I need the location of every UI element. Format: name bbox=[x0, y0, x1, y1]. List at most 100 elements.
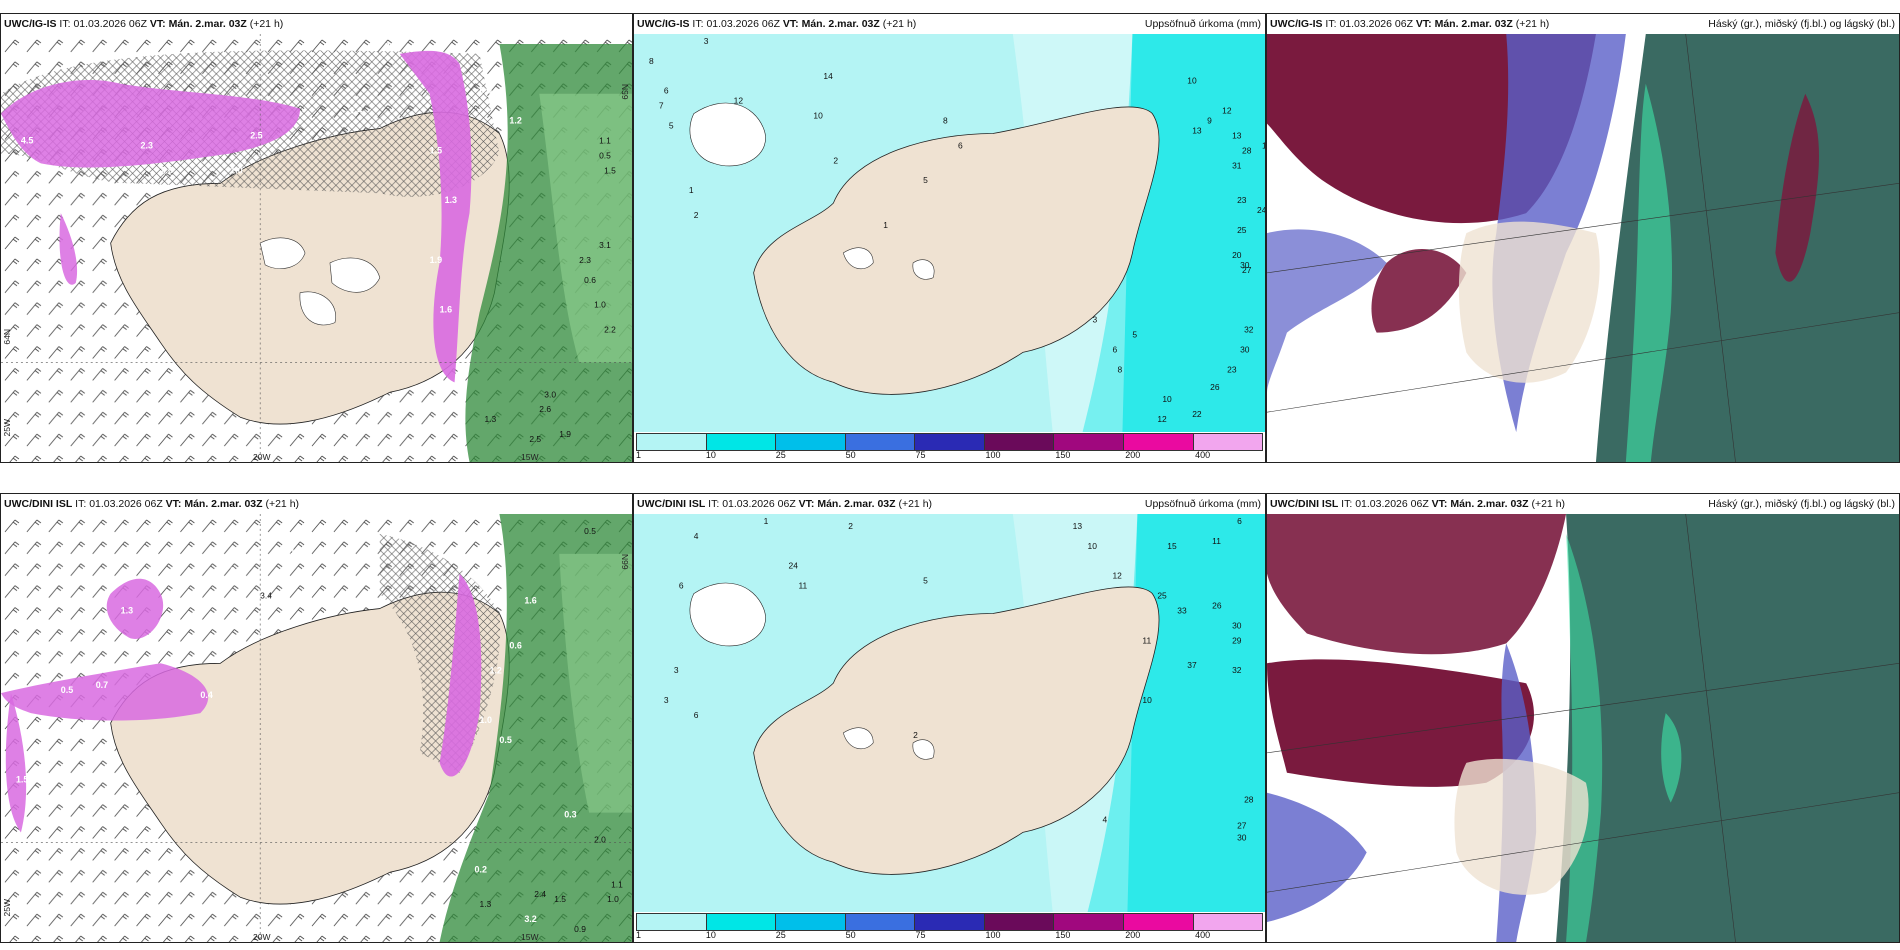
value-label: 2.3 bbox=[190, 591, 202, 601]
colorbar-label: 10 bbox=[705, 450, 716, 460]
value-label: 0.5 bbox=[385, 41, 397, 51]
lead-time: (+21 h) bbox=[898, 498, 933, 510]
it-label: IT: bbox=[59, 18, 71, 30]
panel-clouds-igis: UWC/IG-IS IT: 01.03.2026 06Z VT: Mán. 2.… bbox=[1266, 13, 1900, 463]
value-label: 0.6 bbox=[584, 275, 596, 285]
value-label: 11 bbox=[798, 581, 807, 591]
value-label: 1.1 bbox=[611, 879, 623, 889]
lead-time: (+21 h) bbox=[1531, 498, 1566, 510]
value-label: 0.2 bbox=[474, 864, 486, 874]
lon-label: 15W bbox=[521, 452, 539, 462]
value-label: 6 bbox=[679, 581, 684, 591]
value-label: 30 bbox=[1237, 832, 1247, 842]
colorbar-swatch bbox=[776, 914, 846, 930]
value-label: 1.1 bbox=[599, 135, 611, 145]
value-label: 10 bbox=[1142, 695, 1152, 705]
value-label: 6 bbox=[958, 140, 963, 150]
colorbar-label: 10 bbox=[705, 930, 716, 940]
value-label: 3 bbox=[1093, 315, 1098, 325]
value-label: 26 bbox=[1212, 601, 1222, 611]
value-label: 11 bbox=[1212, 536, 1221, 546]
colorbar-swatch bbox=[637, 434, 707, 450]
value-label: 12 bbox=[1157, 414, 1167, 424]
colorbar-swatches bbox=[636, 913, 1263, 931]
value-label: 1.9 bbox=[559, 429, 571, 439]
panel-accum-precip-dini: UWC/DINI ISL IT: 01.03.2026 06Z VT: Mán.… bbox=[633, 493, 1266, 943]
value-label: 0.7 bbox=[96, 680, 108, 690]
colorbar-swatch bbox=[984, 914, 1055, 930]
value-label: 25 bbox=[1157, 591, 1167, 601]
vt-label: VT: bbox=[165, 498, 182, 510]
colorbar-label: 400 bbox=[1195, 450, 1211, 460]
value-label: 1.4 bbox=[350, 106, 362, 116]
value-label: 29 bbox=[1232, 635, 1242, 645]
colorbar-swatch bbox=[637, 914, 707, 930]
value-label: 15 bbox=[1167, 541, 1177, 551]
value-labels: 1.4 0.6 2.3 3.4 1.3 0.5 0.7 0.4 1.5 1.0 … bbox=[16, 526, 623, 934]
colorbar-label: 25 bbox=[775, 450, 786, 460]
colorbar-swatch bbox=[845, 434, 916, 450]
vt-value: Mán. 2.mar. 03Z bbox=[168, 18, 247, 30]
value-label: 1.0 bbox=[479, 715, 491, 725]
colorbar-swatch bbox=[915, 914, 985, 930]
colorbar: 1 10 25 50 75 100 150 200 400 bbox=[634, 912, 1265, 942]
value-label: 1.2 bbox=[509, 116, 521, 126]
value-label: 5 bbox=[669, 121, 674, 131]
panel-wind-precip-igis: UWC/IG-IS IT: 01.03.2026 06Z VT: Mán. 2.… bbox=[0, 13, 633, 463]
value-label: 6 bbox=[1237, 516, 1242, 526]
colorbar-swatches bbox=[636, 433, 1263, 451]
vt-label: VT: bbox=[782, 18, 799, 30]
value-label: 2.0 bbox=[160, 165, 172, 175]
model-name: UWC/DINI ISL bbox=[637, 498, 706, 510]
value-label: 3.4 bbox=[260, 591, 272, 601]
value-label: 2.6 bbox=[539, 404, 551, 414]
value-label: 2.4 bbox=[534, 889, 546, 899]
it-value: 01.03.2026 06Z bbox=[1339, 18, 1413, 30]
colorbar-label: 50 bbox=[845, 930, 856, 940]
map-svg: 2 4 6 24 11 5 10 13 15 11 12 6 33 30 26 … bbox=[634, 514, 1265, 912]
panel-title: UWC/IG-IS IT: 01.03.2026 06Z VT: Mán. 2.… bbox=[1, 14, 632, 34]
value-label: 3 bbox=[674, 665, 679, 675]
value-label: 2.1 bbox=[71, 225, 83, 235]
map-wind-precip: 1.4 0.6 2.3 3.4 1.3 0.5 0.7 0.4 1.5 1.0 … bbox=[1, 514, 632, 942]
value-label: 24 bbox=[789, 561, 799, 571]
map-svg: 3 8 6 7 5 14 10 12 2 8 6 5 1 2 10 13 9 1… bbox=[634, 34, 1265, 432]
colorbar-swatch bbox=[1054, 434, 1124, 450]
value-label: 1.2 bbox=[489, 665, 501, 675]
field-title: Uppsöfnuð úrkoma (mm) bbox=[1144, 18, 1261, 30]
panel-title: UWC/DINI ISL IT: 01.03.2026 06Z VT: Mán.… bbox=[1, 494, 632, 514]
value-label: 2 bbox=[848, 521, 853, 531]
value-label: 0.3 bbox=[564, 810, 576, 820]
model-name: UWC/IG-IS bbox=[4, 18, 57, 30]
value-label: 5 bbox=[923, 175, 928, 185]
colorbar-label: 200 bbox=[1125, 930, 1141, 940]
value-label: 2.5 bbox=[250, 131, 262, 141]
it-label: IT: bbox=[708, 498, 720, 510]
value-label: 6 bbox=[1112, 344, 1117, 354]
value-label: 14 bbox=[823, 71, 833, 81]
it-value: 01.03.2026 06Z bbox=[73, 18, 147, 30]
value-label: 4.5 bbox=[21, 135, 33, 145]
value-label: 1.5 bbox=[604, 165, 616, 175]
value-label: 1.4 bbox=[290, 546, 302, 556]
colorbar-swatch bbox=[1123, 914, 1194, 930]
colorbar-label: 150 bbox=[1055, 930, 1071, 940]
value-label: 0.9 bbox=[574, 924, 586, 934]
it-value: 01.03.2026 06Z bbox=[1355, 498, 1429, 510]
panel-title: UWC/IG-IS IT: 01.03.2026 06Z VT: Mán. 2.… bbox=[1267, 14, 1899, 34]
panel-wind-precip-dini: UWC/DINI ISL IT: 01.03.2026 06Z VT: Mán.… bbox=[0, 493, 633, 943]
colorbar-swatch bbox=[1193, 914, 1263, 930]
colorbar-label: 25 bbox=[775, 930, 786, 940]
field-title: Háský (gr.), miðský (fj.bl.) og lágský (… bbox=[1708, 498, 1895, 510]
value-label: 31 bbox=[1232, 160, 1242, 170]
panel-accum-precip-igis: UWC/IG-IS IT: 01.03.2026 06Z VT: Mán. 2.… bbox=[633, 13, 1266, 463]
field-title: Háský (gr.), miðský (fj.bl.) og lágský (… bbox=[1708, 18, 1895, 30]
map-svg: 4.5 2.0 2.3 2.5 1.4 1.0 0.5 2.1 1.2 0.5 … bbox=[1, 34, 632, 462]
colorbar-label: 100 bbox=[985, 930, 1001, 940]
vt-label: VT: bbox=[149, 18, 166, 30]
vt-label: VT: bbox=[798, 498, 815, 510]
colorbar-label: 75 bbox=[915, 930, 926, 940]
map-clouds bbox=[1267, 34, 1899, 462]
it-value: 01.03.2026 06Z bbox=[89, 498, 163, 510]
value-label: 1.0 bbox=[230, 165, 242, 175]
